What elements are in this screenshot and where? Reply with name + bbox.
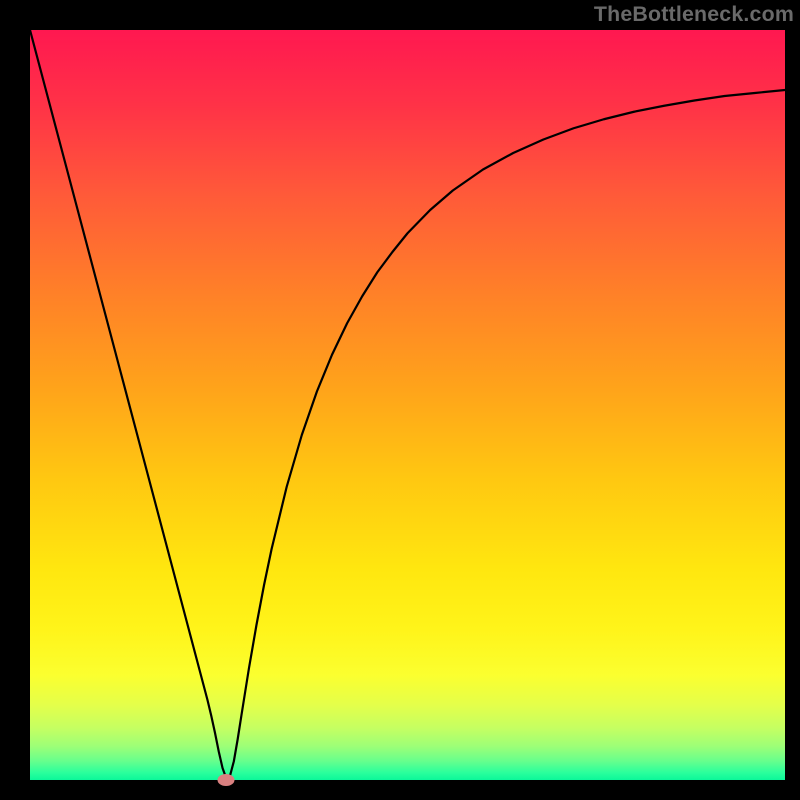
plot-area bbox=[30, 30, 785, 780]
frame-border-left bbox=[0, 0, 30, 800]
optimal-point-marker bbox=[218, 774, 235, 786]
frame-border-right bbox=[785, 0, 800, 800]
watermark-text: TheBottleneck.com bbox=[594, 2, 794, 27]
chart-container: TheBottleneck.com bbox=[0, 0, 800, 800]
bottleneck-curve bbox=[30, 30, 785, 780]
frame-border-bottom bbox=[0, 780, 800, 800]
